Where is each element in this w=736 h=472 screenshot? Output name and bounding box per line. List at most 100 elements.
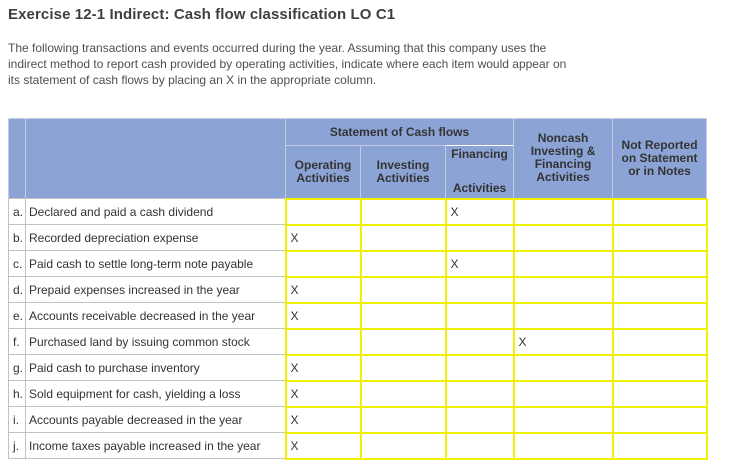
answer-cell-financing[interactable] <box>444 275 515 304</box>
row-letter: e. <box>8 302 26 329</box>
instructions-line: indirect method to report cash provided … <box>8 57 567 71</box>
answer-cell-not-reported[interactable] <box>611 249 708 278</box>
answer-cell-noncash[interactable] <box>512 223 614 252</box>
row-description: Paid cash to settle long-term note payab… <box>25 250 286 277</box>
row-description: Recorded depreciation expense <box>25 224 286 251</box>
financing-column-header: Financing Activities <box>444 145 515 199</box>
operating-column-header: Operating Activities <box>285 145 361 199</box>
answer-cell-operating[interactable]: X <box>284 405 362 434</box>
answer-cell-noncash[interactable]: X <box>512 327 614 356</box>
instructions-line: The following transactions and events oc… <box>8 41 547 55</box>
noncash-column-header: Noncash Investing & Financing Activities <box>513 118 614 199</box>
table-row: b. Recorded depreciation expense X <box>8 223 708 252</box>
instructions-paragraph: The following transactions and events oc… <box>8 40 728 88</box>
answer-cell-operating[interactable]: X <box>284 431 362 460</box>
answer-cell-financing[interactable] <box>444 223 515 252</box>
table-row: i. Accounts payable decreased in the year… <box>8 405 708 434</box>
answer-cell-not-reported[interactable] <box>611 223 708 252</box>
header-line: Activities <box>296 170 350 185</box>
table-row: d. Prepaid expenses increased in the year… <box>8 275 708 304</box>
answer-cell-not-reported[interactable] <box>611 353 708 382</box>
answer-cell-financing[interactable] <box>444 405 515 434</box>
header-line: Activities <box>376 170 430 185</box>
header-line: on Statement <box>621 150 698 165</box>
header-line: Activities <box>536 170 590 185</box>
answer-cell-investing[interactable] <box>359 249 447 278</box>
table-row: c. Paid cash to settle long-term note pay… <box>8 249 708 278</box>
answer-cell-financing[interactable]: X <box>444 249 515 278</box>
row-letter: h. <box>8 380 26 407</box>
answer-cell-investing[interactable] <box>359 197 447 226</box>
answer-cell-not-reported[interactable] <box>611 275 708 304</box>
header-line: Activities <box>452 181 507 195</box>
not-reported-column-header: Not Reported on Statement or in Notes <box>612 118 708 199</box>
answer-cell-operating[interactable]: X <box>284 379 362 408</box>
answer-cell-not-reported[interactable] <box>611 405 708 434</box>
answer-cell-investing[interactable] <box>359 405 447 434</box>
answer-cell-not-reported[interactable] <box>611 431 708 460</box>
table-row: e. Accounts receivable decreased in the y… <box>8 301 708 330</box>
answer-cell-noncash[interactable] <box>512 353 614 382</box>
answer-cell-noncash[interactable] <box>512 197 614 226</box>
row-letter: b. <box>8 224 26 251</box>
row-description: Accounts receivable decreased in the yea… <box>25 302 286 329</box>
header-line: Financing <box>534 157 592 172</box>
answer-cell-noncash[interactable] <box>512 275 614 304</box>
investing-column-header: Investing Activities <box>360 145 446 199</box>
answer-cell-investing[interactable] <box>359 275 447 304</box>
answer-cell-financing[interactable] <box>444 327 515 356</box>
row-description: Income taxes payable increased in the ye… <box>25 432 286 459</box>
row-description: Prepaid expenses increased in the year <box>25 276 286 303</box>
header-line: Investing & <box>530 144 596 159</box>
header-line: Not Reported <box>621 137 698 152</box>
answer-cell-investing[interactable] <box>359 301 447 330</box>
answer-cell-noncash[interactable] <box>512 301 614 330</box>
answer-cell-operating[interactable]: X <box>284 223 362 252</box>
answer-cell-investing[interactable] <box>359 353 447 382</box>
table-row: f. Purchased land by issuing common stock… <box>8 327 708 356</box>
answer-cell-financing[interactable] <box>444 431 515 460</box>
answer-cell-operating[interactable]: X <box>284 301 362 330</box>
answer-cell-investing[interactable] <box>359 431 447 460</box>
answer-cell-not-reported[interactable] <box>611 379 708 408</box>
instructions-line: its statement of cash flows by placing a… <box>8 73 377 87</box>
answer-cell-not-reported[interactable] <box>611 327 708 356</box>
answer-cell-operating[interactable] <box>284 197 362 226</box>
answer-cell-financing[interactable] <box>444 301 515 330</box>
row-letter: f. <box>8 328 26 355</box>
answer-cell-noncash[interactable] <box>512 379 614 408</box>
answer-cell-operating[interactable]: X <box>284 353 362 382</box>
row-description: Sold equipment for cash, yielding a loss <box>25 380 286 407</box>
row-letter: d. <box>8 276 26 303</box>
answer-cell-investing[interactable] <box>359 223 447 252</box>
header-line: Financing <box>451 147 508 161</box>
header-line: or in Notes <box>628 163 691 178</box>
answer-cell-investing[interactable] <box>359 327 447 356</box>
answer-cell-financing[interactable] <box>444 379 515 408</box>
row-description: Declared and paid a cash dividend <box>25 198 286 225</box>
answer-cell-not-reported[interactable] <box>611 301 708 330</box>
answer-cell-investing[interactable] <box>359 379 447 408</box>
row-letter: g. <box>8 354 26 381</box>
row-letter: c. <box>8 250 26 277</box>
answer-cell-operating[interactable] <box>284 249 362 278</box>
answer-cell-not-reported[interactable] <box>611 197 708 226</box>
row-letter: a. <box>8 198 26 225</box>
header-line: Noncash <box>537 131 589 146</box>
row-description: Paid cash to purchase inventory <box>25 354 286 381</box>
answer-cell-noncash[interactable] <box>512 431 614 460</box>
answer-cell-noncash[interactable] <box>512 249 614 278</box>
statement-of-cash-flows-group-header: Statement of Cash flows <box>284 118 515 146</box>
table-row: a. Declared and paid a cash dividend X <box>8 197 708 226</box>
answer-cell-operating[interactable]: X <box>284 275 362 304</box>
answer-cell-operating[interactable] <box>284 327 362 356</box>
answer-cell-noncash[interactable] <box>512 405 614 434</box>
header-line: Operating <box>294 157 352 172</box>
table-row: g. Paid cash to purchase inventory X <box>8 353 708 382</box>
letter-column-header <box>8 118 26 199</box>
answer-cell-financing[interactable]: X <box>444 197 515 226</box>
page-title: Exercise 12-1 Indirect: Cash flow classi… <box>8 6 396 23</box>
row-letter: j. <box>8 432 26 459</box>
answer-cell-financing[interactable] <box>444 353 515 382</box>
